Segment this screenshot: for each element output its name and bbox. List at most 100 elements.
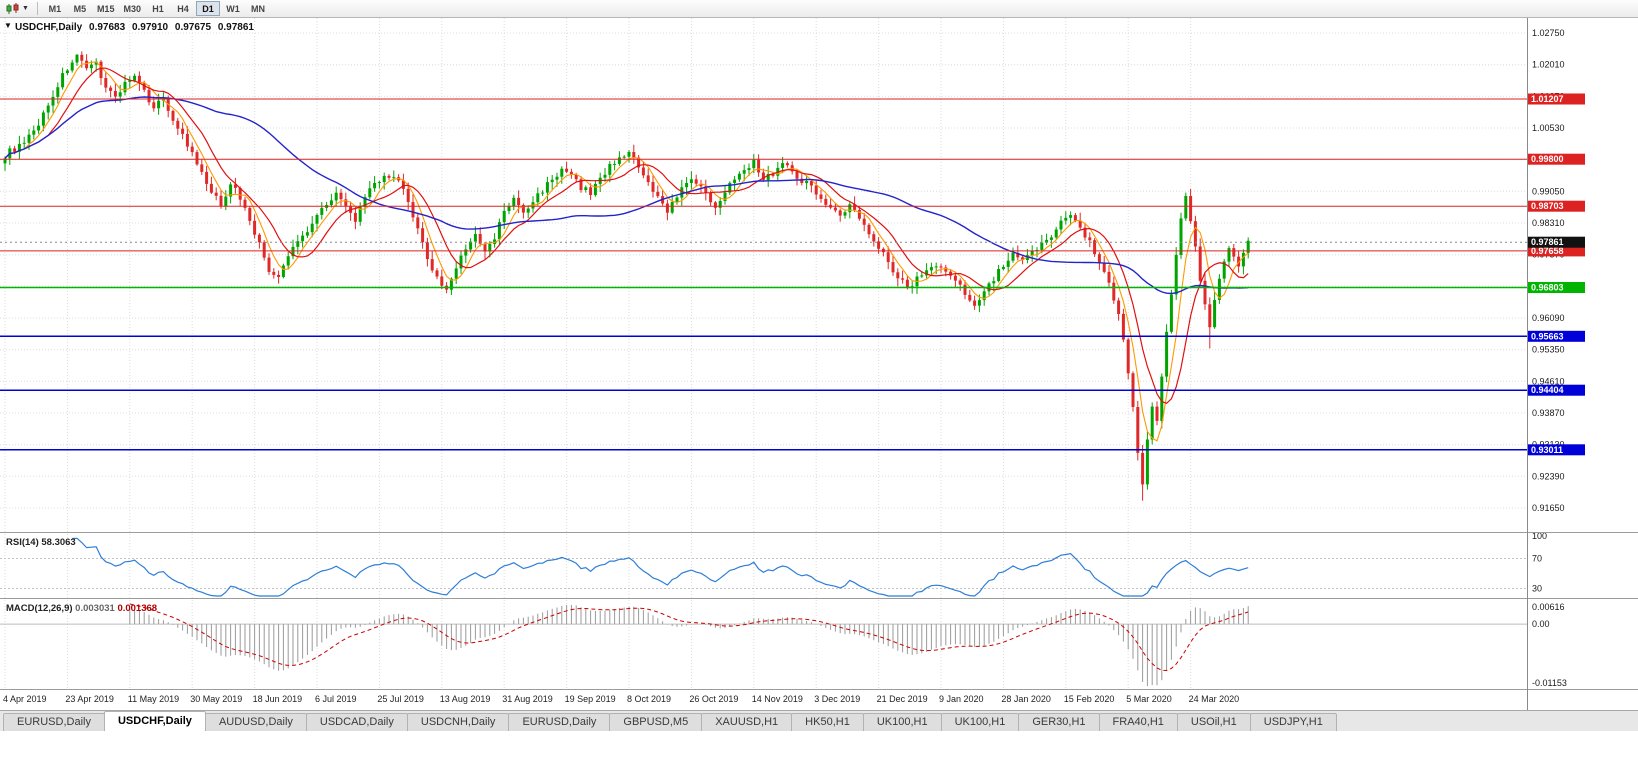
date-axis-label: 18 Jun 2019 [253, 694, 303, 704]
timeframe-h1-button[interactable]: H1 [146, 1, 170, 16]
price-axis-label: 0.92390 [1532, 471, 1565, 481]
pane-separators[interactable] [0, 18, 1638, 710]
timeframe-d1-button[interactable]: D1 [195, 1, 220, 16]
price-axis-label: 0.94610 [1532, 376, 1565, 386]
chart-tab-usdcad-daily[interactable]: USDCAD,Daily [305, 713, 408, 731]
macd-axis-label: 0.00616 [1532, 602, 1565, 612]
chart-tab-hk50-h1[interactable]: HK50,H1 [791, 713, 864, 731]
rsi-axis-label: 100 [1532, 531, 1547, 541]
price-tag-0.96803: 0.96803 [1527, 282, 1585, 293]
price-tag-0.99800: 0.99800 [1527, 153, 1585, 165]
svg-text:0.96803: 0.96803 [1531, 283, 1564, 293]
chart-type-button[interactable]: ▼ [3, 1, 32, 16]
price-axis-label: 1.02010 [1532, 60, 1565, 70]
chart-tab-eurusd-daily[interactable]: EURUSD,Daily [3, 713, 105, 731]
chart-tab-usdchf-daily[interactable]: USDCHF,Daily [103, 711, 206, 731]
timeframe-w1-button[interactable]: W1 [221, 1, 245, 16]
rsi-axis-label: 70 [1532, 554, 1542, 564]
date-axis-label: 24 Mar 2020 [1189, 694, 1240, 704]
price-axis-label: 0.91650 [1532, 503, 1565, 513]
timeframe-h4-button[interactable]: H4 [171, 1, 195, 16]
date-axis-label: 25 Jul 2019 [377, 694, 424, 704]
price-axis-label: 1.02750 [1532, 28, 1565, 38]
top-toolbar: ▼ M1 M5 M15 M30 H1 H4 D1 W1 MN [0, 0, 1638, 18]
timeframe-button-group: M1 M5 M15 M30 H1 H4 D1 W1 MN [43, 1, 270, 16]
level-lines[interactable] [0, 98, 1527, 451]
date-axis-label: 30 May 2019 [190, 694, 242, 704]
price-axis-label: 0.93870 [1532, 408, 1565, 418]
chevron-down-icon: ▼ [22, 5, 29, 12]
price-tag-1.01207: 1.01207 [1527, 93, 1585, 105]
timeframe-m30-button[interactable]: M30 [119, 1, 145, 16]
chart-tab-eurusd-daily[interactable]: EURUSD,Daily [508, 713, 611, 731]
svg-text:0.98703: 0.98703 [1531, 201, 1564, 211]
date-axis-label: 19 Sep 2019 [565, 694, 616, 704]
price-tag-0.97658: 0.97658 [1527, 245, 1585, 257]
status-area [0, 731, 1638, 764]
macd-axis-label: 0.00 [1532, 619, 1550, 629]
date-axis: 4 Apr 2019 23 Apr 2019 11 May 2019 30 May 2… [3, 694, 1239, 704]
toolbar-separator [36, 2, 38, 15]
svg-text:0.99800: 0.99800 [1531, 154, 1564, 164]
svg-text:0.95663: 0.95663 [1531, 331, 1564, 341]
chart-tab-xauusd-h1[interactable]: XAUUSD,H1 [701, 713, 793, 731]
chart-tab-audusd-daily[interactable]: AUDUSD,Daily [204, 713, 307, 731]
price-tag-0.98703: 0.98703 [1527, 200, 1585, 212]
price-tag-0.95663: 0.95663 [1527, 330, 1585, 342]
rsi-line [72, 537, 1249, 597]
price-axis-label: 1.00530 [1532, 123, 1565, 133]
date-axis-label: 13 Aug 2019 [440, 694, 491, 704]
svg-text:0.93011: 0.93011 [1531, 445, 1563, 455]
date-axis-label: 4 Apr 2019 [3, 694, 47, 704]
date-axis-label: 3 Dec 2019 [814, 694, 860, 704]
svg-text:0.97658: 0.97658 [1531, 246, 1564, 256]
price-axis-label: 0.95350 [1532, 345, 1565, 355]
ma-slow-line [4, 96, 1249, 295]
date-axis-label: 14 Nov 2019 [752, 694, 803, 704]
rsi-pane: 100 70 30 [0, 531, 1547, 597]
last-price-tag: 0.97861 [1527, 236, 1585, 248]
price-axis-label: 0.99050 [1532, 186, 1565, 196]
chart-canvas[interactable]: 1.027501.020101.012701.005300.997900.990… [0, 18, 1638, 710]
timeframe-m1-button[interactable]: M1 [43, 1, 67, 16]
ma-fast-line [4, 61, 1249, 442]
price-tag-0.93011: 0.93011 [1527, 444, 1585, 456]
price-axis-label: 0.96090 [1532, 313, 1565, 323]
timeframe-m15-button[interactable]: M15 [93, 1, 119, 16]
date-axis-label: 5 Mar 2020 [1126, 694, 1172, 704]
date-axis-label: 28 Jan 2020 [1001, 694, 1051, 704]
svg-text:1.01207: 1.01207 [1531, 94, 1564, 104]
date-axis-label: 26 Oct 2019 [689, 694, 738, 704]
date-axis-label: 15 Feb 2020 [1064, 694, 1115, 704]
chart-area: 1.027501.020101.012701.005300.997900.990… [0, 18, 1638, 710]
date-axis-label: 31 Aug 2019 [502, 694, 553, 704]
date-axis-label: 6 Jul 2019 [315, 694, 357, 704]
macd-signal-line [129, 603, 1249, 672]
price-tag-0.94404: 0.94404 [1527, 384, 1585, 396]
chart-tab-usoil-h1[interactable]: USOil,H1 [1176, 713, 1251, 731]
chart-tab-fra40-h1[interactable]: FRA40,H1 [1098, 713, 1178, 731]
date-axis-label: 8 Oct 2019 [627, 694, 671, 704]
chart-tab-ger30-h1[interactable]: GER30,H1 [1018, 713, 1100, 731]
timeframe-mn-button[interactable]: MN [246, 1, 270, 16]
timeframe-m5-button[interactable]: M5 [68, 1, 92, 16]
chart-tab-uk100-h1[interactable]: UK100,H1 [940, 713, 1020, 731]
date-axis-label: 21 Dec 2019 [877, 694, 928, 704]
svg-text:0.94404: 0.94404 [1531, 385, 1564, 395]
date-axis-label: 23 Apr 2019 [65, 694, 114, 704]
chart-tab-usdjpy-h1[interactable]: USDJPY,H1 [1249, 713, 1337, 731]
rsi-axis-label: 30 [1532, 584, 1542, 594]
macd-pane: 0.00616 0.00 -0.01153 [0, 602, 1567, 688]
date-axis-label: 11 May 2019 [128, 694, 179, 704]
macd-axis-label: -0.01153 [1532, 678, 1567, 688]
date-axis-label: 9 Jan 2020 [939, 694, 984, 704]
price-axis-label: 0.98310 [1532, 218, 1565, 228]
chart-tab-gbpusd-m5[interactable]: GBPUSD,M5 [609, 713, 703, 731]
chart-tab-bar: EURUSD,Daily USDCHF,Daily AUDUSD,Daily USDC… [0, 710, 1638, 731]
chart-tab-uk100-h1[interactable]: UK100,H1 [862, 713, 942, 731]
vertical-gridlines [4, 18, 1192, 690]
svg-text:0.97861: 0.97861 [1531, 237, 1564, 247]
candlestick-chart-icon [6, 2, 19, 14]
ma-mid-line [4, 67, 1249, 404]
chart-tab-usdcnh-daily[interactable]: USDCNH,Daily [406, 713, 510, 731]
